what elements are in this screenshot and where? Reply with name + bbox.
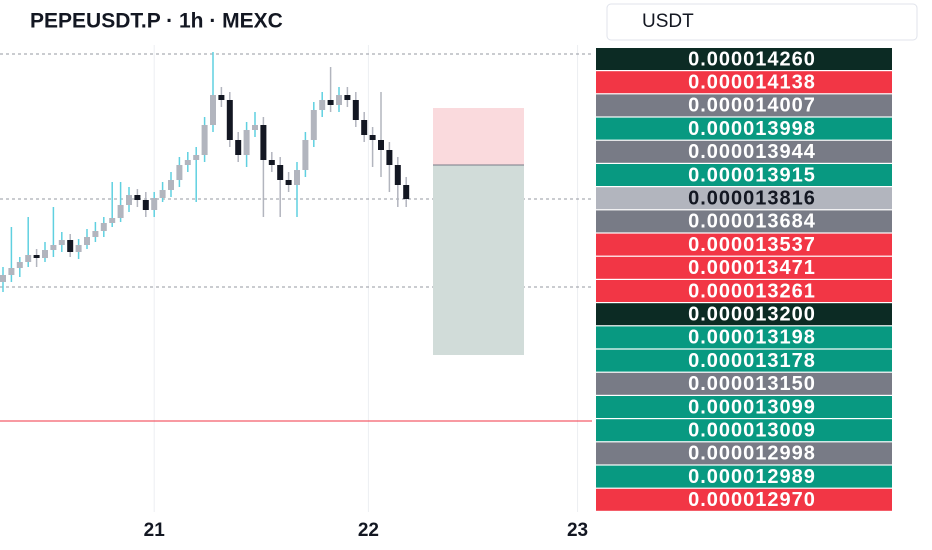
price-label: 0.000013009 bbox=[688, 419, 816, 441]
price-label: 0.000013261 bbox=[688, 280, 816, 302]
price-label-bg bbox=[596, 71, 892, 94]
candle-body bbox=[0, 275, 6, 282]
candle-body bbox=[50, 245, 57, 250]
price-label-bg bbox=[596, 280, 892, 302]
price-label: 0.000013178 bbox=[688, 350, 816, 372]
candle-body bbox=[151, 198, 158, 210]
stop-zone bbox=[433, 108, 524, 165]
candle-body bbox=[378, 140, 384, 150]
price-label: 0.000013915 bbox=[688, 164, 816, 186]
price-label: 0.000013537 bbox=[688, 234, 816, 256]
candle-body bbox=[294, 170, 300, 185]
currency-box[interactable] bbox=[606, 3, 918, 41]
price-label: 0.000013944 bbox=[688, 141, 816, 163]
candle-body bbox=[193, 155, 200, 160]
currency: USDT bbox=[642, 11, 694, 32]
candle-body bbox=[260, 125, 267, 160]
candle-body bbox=[109, 218, 116, 223]
candle-body bbox=[327, 100, 334, 105]
candle-body bbox=[134, 195, 141, 200]
price-label: 0.000012970 bbox=[688, 489, 816, 511]
x-tick-label: 22 bbox=[358, 520, 379, 541]
price-label-bg bbox=[596, 488, 892, 511]
candle-body bbox=[126, 195, 132, 205]
price-label: 0.000012998 bbox=[688, 443, 816, 465]
price-label-bg bbox=[596, 396, 892, 418]
price-label-bg bbox=[596, 372, 892, 395]
price-label: 0.000014007 bbox=[688, 95, 816, 117]
candle-body bbox=[277, 165, 284, 180]
price-label: 0.000013998 bbox=[688, 118, 816, 140]
candle-body bbox=[75, 245, 82, 252]
price-label: 0.000014138 bbox=[688, 71, 816, 93]
candle-body bbox=[16, 262, 23, 268]
candle-body bbox=[8, 268, 15, 275]
price-label-bg bbox=[596, 349, 892, 372]
candle-body bbox=[285, 180, 292, 185]
candle-body bbox=[268, 160, 275, 165]
candle-body bbox=[361, 120, 368, 135]
candle-body bbox=[310, 110, 317, 140]
price-label: 0.000013200 bbox=[688, 303, 816, 325]
candle-body bbox=[159, 190, 166, 198]
candle-body bbox=[352, 100, 359, 120]
price-label: 0.000013684 bbox=[688, 211, 816, 233]
candle-body bbox=[117, 205, 124, 218]
candle-body bbox=[67, 240, 74, 252]
candle-body bbox=[336, 95, 342, 105]
x-tick-label: 23 bbox=[567, 520, 588, 541]
price-label: 0.000013150 bbox=[688, 373, 816, 395]
price-label: 0.000012989 bbox=[688, 466, 816, 488]
price-label-bg bbox=[596, 303, 892, 326]
candle-body bbox=[201, 125, 208, 155]
candle-body bbox=[33, 255, 40, 258]
price-label-bg bbox=[596, 94, 892, 117]
price-label: 0.000013471 bbox=[688, 257, 816, 279]
candle-body bbox=[319, 100, 326, 110]
candle-body bbox=[403, 185, 410, 199]
price-label-bg bbox=[596, 117, 892, 140]
candle-body bbox=[142, 200, 149, 210]
price-label-bg bbox=[596, 140, 892, 163]
price-label-bg bbox=[596, 48, 892, 70]
candle-body bbox=[84, 237, 90, 245]
candle-body bbox=[25, 255, 32, 262]
candle-body bbox=[235, 140, 242, 155]
candle-body bbox=[252, 125, 258, 130]
candle-body bbox=[302, 140, 309, 170]
candle-body bbox=[176, 165, 183, 180]
price-label: 0.000013816 bbox=[688, 187, 816, 209]
price-label-bg bbox=[596, 233, 892, 256]
price-label-bg bbox=[596, 326, 892, 349]
candle-body bbox=[42, 250, 48, 258]
candle-body bbox=[58, 240, 65, 245]
candle-body bbox=[168, 180, 174, 190]
price-label: 0.000013198 bbox=[688, 327, 816, 349]
x-tick-label: 21 bbox=[144, 520, 166, 541]
candle-body bbox=[226, 100, 233, 140]
price-label-bg bbox=[596, 187, 892, 210]
candle-body bbox=[344, 95, 351, 100]
candle-body bbox=[394, 165, 401, 185]
candle-body bbox=[210, 95, 216, 125]
price-label-bg bbox=[596, 164, 892, 186]
candle-body bbox=[243, 130, 250, 155]
price-labels: 0.0000142600.0000141380.0000140070.00001… bbox=[596, 48, 892, 511]
chart-title: PEPEUSDT.P · 1h · MEXC bbox=[30, 10, 283, 33]
price-label-bg bbox=[596, 465, 892, 488]
price-label: 0.000014260 bbox=[688, 48, 816, 70]
candle-body bbox=[386, 150, 393, 165]
price-label-bg bbox=[596, 442, 892, 465]
price-label-bg bbox=[596, 256, 892, 279]
target-zone bbox=[433, 165, 524, 355]
price-label-bg bbox=[596, 210, 892, 233]
candle-body bbox=[100, 223, 107, 231]
candle-body bbox=[218, 95, 225, 100]
candle-body bbox=[369, 135, 376, 140]
price-label: 0.000013099 bbox=[688, 396, 816, 418]
candle-body bbox=[92, 231, 99, 237]
candle-body bbox=[184, 160, 191, 165]
price-label-bg bbox=[596, 419, 892, 442]
